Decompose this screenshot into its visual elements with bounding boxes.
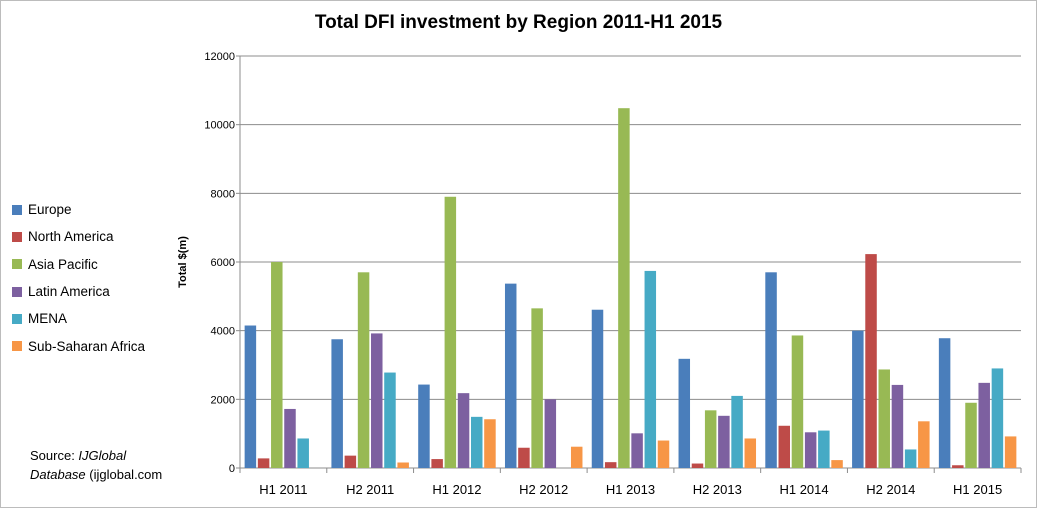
bar-mena-h1-2014 bbox=[818, 430, 830, 468]
legend-swatch bbox=[12, 259, 22, 270]
legend-swatch bbox=[12, 286, 22, 297]
bar-asia-pacific-h1-2012 bbox=[444, 196, 457, 468]
y-tick-label: 12000 bbox=[204, 51, 235, 63]
bar-latin-america-h1-2012 bbox=[457, 393, 470, 468]
bar-mena-h1-2015 bbox=[991, 368, 1004, 468]
legend: Europe North America Asia Pacific Latin Ame… bbox=[12, 196, 145, 360]
legend-item: Asia Pacific bbox=[12, 251, 145, 278]
bar-asia-pacific-h1-2011 bbox=[271, 262, 283, 468]
bar-latin-america-h1-2011 bbox=[284, 408, 296, 468]
x-tick-label: H2 2012 bbox=[519, 482, 568, 497]
bar-latin-america-h2-2013 bbox=[718, 415, 730, 468]
bar-latin-america-h2-2012 bbox=[544, 399, 557, 468]
y-tick-label: 2000 bbox=[211, 394, 235, 406]
legend-item: North America bbox=[12, 223, 145, 250]
bar-mena-h1-2012 bbox=[470, 416, 483, 468]
bar-europe-h1-2013 bbox=[591, 309, 604, 468]
bar-asia-pacific-h2-2014 bbox=[878, 369, 890, 468]
y-tick-label: 4000 bbox=[211, 326, 235, 338]
source-line-2: Database (ijglobal.com bbox=[30, 467, 163, 482]
legend-swatch bbox=[12, 313, 22, 324]
legend-item: Sub-Saharan Africa bbox=[12, 332, 145, 359]
x-tick-label: H2 2014 bbox=[866, 482, 915, 497]
bar-north-america-h1-2014 bbox=[778, 425, 791, 468]
bar-north-america-h1-2013 bbox=[604, 462, 617, 468]
bar-latin-america-h1-2015 bbox=[978, 382, 990, 468]
y-tick-label: 8000 bbox=[211, 188, 235, 200]
legend-item: Latin America bbox=[12, 278, 145, 305]
y-axis-title: Total $(m) bbox=[177, 236, 189, 288]
source-note: Source: IJGlobal Database (ijglobal.com bbox=[30, 446, 162, 484]
bar-sub-saharan-africa-h2-2011 bbox=[397, 462, 409, 468]
bar-north-america-h1-2011 bbox=[257, 458, 270, 468]
bar-sub-saharan-africa-h2-2012 bbox=[570, 446, 583, 468]
bar-sub-saharan-africa-h1-2012 bbox=[484, 419, 496, 468]
x-tick-label: H1 2012 bbox=[432, 482, 481, 497]
bar-latin-america-h1-2013 bbox=[631, 433, 643, 468]
legend-item: Europe bbox=[12, 196, 145, 223]
bar-mena-h2-2011 bbox=[384, 372, 396, 468]
bar-north-america-h2-2014 bbox=[865, 254, 877, 468]
chart-title-text: Total DFI investment by Region 2011-H1 2… bbox=[314, 12, 723, 33]
bar-asia-pacific-h2-2011 bbox=[357, 272, 370, 468]
x-tick-label: H2 2013 bbox=[693, 482, 742, 497]
bar-latin-america-h2-2011 bbox=[371, 333, 383, 468]
legend-label: Asia Pacific bbox=[28, 256, 98, 272]
bar-europe-h1-2011 bbox=[244, 325, 257, 468]
bar-north-america-h2-2013 bbox=[691, 463, 704, 468]
x-tick-label: H1 2014 bbox=[779, 482, 828, 497]
x-tick-label: H1 2013 bbox=[606, 482, 655, 497]
bar-sub-saharan-africa-h1-2014 bbox=[831, 460, 843, 468]
legend-swatch bbox=[12, 341, 22, 352]
bar-europe-h2-2013 bbox=[678, 358, 691, 468]
y-tick-label: 0 bbox=[229, 463, 235, 475]
legend-swatch bbox=[12, 204, 22, 215]
bar-north-america-h2-2012 bbox=[518, 447, 530, 468]
bar-sub-saharan-africa-h2-2013 bbox=[744, 438, 757, 468]
x-tick-label: H2 2011 bbox=[346, 482, 394, 497]
legend-label: MENA bbox=[28, 311, 68, 327]
source-line-1: Source: IJGlobal bbox=[30, 448, 127, 463]
bar-sub-saharan-africa-h1-2015 bbox=[1004, 436, 1017, 468]
bar-latin-america-h1-2014 bbox=[804, 432, 817, 468]
legend-label: Sub-Saharan Africa bbox=[28, 338, 146, 354]
bar-mena-h2-2013 bbox=[731, 395, 743, 468]
bar-asia-pacific-h1-2014 bbox=[791, 335, 804, 468]
bar-europe-h1-2015 bbox=[938, 338, 951, 468]
bar-sub-saharan-africa-h2-2014 bbox=[918, 421, 930, 468]
bar-mena-h1-2011 bbox=[297, 438, 309, 468]
bar-asia-pacific-h2-2013 bbox=[704, 410, 717, 468]
bar-mena-h1-2013 bbox=[644, 270, 657, 468]
legend-item: MENA bbox=[12, 305, 145, 332]
bar-europe-h2-2012 bbox=[504, 283, 517, 468]
bar-latin-america-h2-2014 bbox=[891, 384, 904, 468]
bar-north-america-h2-2011 bbox=[344, 455, 357, 468]
chart-title: Total DFI investment by Region 2011-H1 2… bbox=[0, 12, 1037, 34]
bar-asia-pacific-h1-2013 bbox=[618, 108, 630, 468]
source-italic-1: IJGlobal bbox=[78, 448, 127, 463]
bar-europe-h2-2014 bbox=[852, 330, 864, 468]
x-tick-label: H1 2015 bbox=[953, 482, 1002, 497]
legend-label: Latin America bbox=[28, 284, 110, 300]
bar-europe-h2-2011 bbox=[331, 339, 343, 468]
bar-mena-h2-2014 bbox=[904, 449, 917, 468]
bar-europe-h1-2014 bbox=[765, 272, 777, 468]
bar-europe-h1-2012 bbox=[418, 384, 430, 468]
legend-label: Europe bbox=[28, 202, 72, 218]
bar-north-america-h1-2012 bbox=[431, 459, 443, 468]
bar-sub-saharan-africa-h1-2013 bbox=[657, 440, 670, 468]
y-tick-label: 6000 bbox=[211, 257, 235, 269]
legend-swatch bbox=[12, 231, 22, 242]
source-italic-2: Database bbox=[30, 467, 86, 482]
bar-asia-pacific-h2-2012 bbox=[531, 308, 543, 468]
legend-label: North America bbox=[28, 229, 114, 245]
y-tick-label: 10000 bbox=[204, 120, 235, 132]
bar-north-america-h1-2015 bbox=[952, 465, 964, 468]
bar-asia-pacific-h1-2015 bbox=[965, 402, 977, 468]
x-tick-label: H1 2011 bbox=[259, 482, 307, 497]
